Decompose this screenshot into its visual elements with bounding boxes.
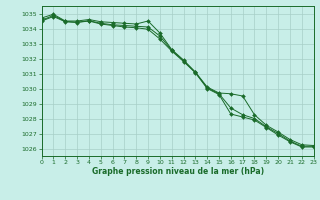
X-axis label: Graphe pression niveau de la mer (hPa): Graphe pression niveau de la mer (hPa) (92, 167, 264, 176)
